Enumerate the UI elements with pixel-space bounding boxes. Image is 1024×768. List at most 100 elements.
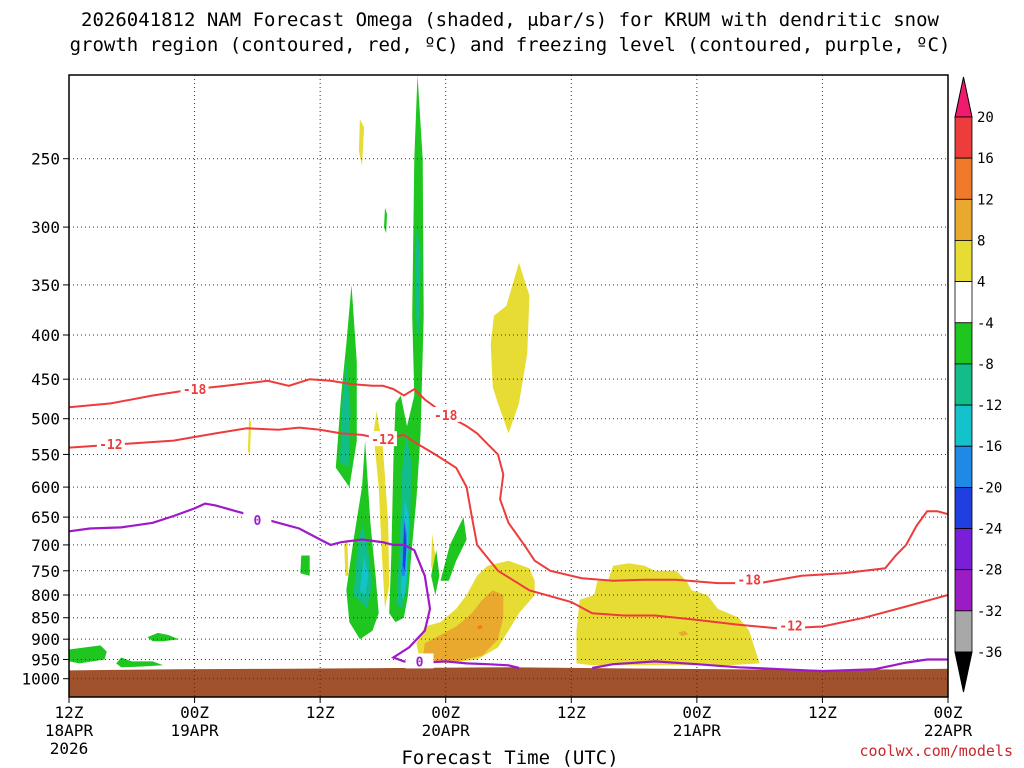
colorbar-label-4: 4: [977, 275, 985, 291]
terrain: [69, 667, 948, 697]
x-tick-label-bot-0: 2026: [50, 739, 89, 758]
x-tick-label-top-72: 12Z: [808, 703, 837, 722]
x-tick-label-top-84: 00Z: [934, 703, 963, 722]
x-tick-label-top-12: 00Z: [180, 703, 209, 722]
omega-region-21: [477, 624, 483, 630]
colorbar-segment-12: [954, 610, 973, 653]
label-minus18-2-bg: [735, 571, 764, 587]
omega-region-24: [300, 555, 310, 576]
x-tick-label-mid-84: 22APR: [924, 721, 973, 740]
omega-region-1: [340, 362, 351, 468]
omega-region-12: [344, 539, 349, 576]
omega-region-20: [678, 630, 689, 637]
colorbar-segment-9: [954, 486, 973, 529]
y-tick-label-800: 800: [31, 586, 60, 605]
y-tick-label-600: 600: [31, 478, 60, 497]
colorbar-top-arrow: [954, 76, 973, 118]
plot-frame: [68, 74, 949, 698]
y-tick-label-550: 550: [31, 445, 60, 464]
colorbar-label-8: -16: [977, 439, 1002, 455]
y-tick-label-650: 650: [31, 508, 60, 527]
terrain-fill: [69, 667, 948, 697]
colorbar-label-6: -8: [977, 357, 994, 373]
omega-region-23: [431, 550, 440, 595]
chart-title-line1: 2026041812 NAM Forecast Omega (shaded, μ…: [81, 9, 939, 31]
y-tick-label-500: 500: [31, 410, 60, 429]
colorbar-label-12: -32: [977, 604, 1002, 620]
x-axis-label: Forecast Time (UTC): [401, 747, 618, 768]
x-tick-label-top-36: 00Z: [431, 703, 460, 722]
label-minus12-1: -12: [371, 433, 394, 448]
y-tick-label-300: 300: [31, 218, 60, 237]
colorbar-segment-5: [954, 322, 973, 365]
y-tick-label-950: 950: [31, 650, 60, 669]
colorbar-label-7: -12: [977, 398, 1002, 414]
colorbar-label-3: 8: [977, 233, 985, 249]
x-tick-label-mid-12: 19APR: [170, 721, 219, 740]
label-minus18-0: -18: [183, 383, 207, 398]
colorbar-label-2: 12: [977, 192, 994, 208]
colorbar-segment-6: [954, 363, 973, 406]
y-tick-label-250: 250: [31, 150, 60, 169]
omega-region-28: [147, 632, 179, 642]
label-minus12-2-bg: [777, 617, 806, 633]
label-zero-1-bg: [405, 653, 434, 669]
x-tick-label-top-60: 00Z: [682, 703, 711, 722]
label-minus12-1-bg: [368, 431, 397, 447]
x-tick-label-mid-60: 21APR: [673, 721, 722, 740]
omega-region-27: [116, 657, 164, 668]
omega-region-5: [389, 75, 424, 623]
x-tick-label-top-0: 12Z: [55, 703, 84, 722]
colorbar-label-5: -4: [977, 316, 994, 332]
y-tick-label-400: 400: [31, 326, 60, 345]
colorbar-label-10: -24: [977, 522, 1002, 538]
label-minus18-2: -18: [737, 574, 761, 589]
y-tick-label-350: 350: [31, 276, 60, 295]
y-tick-label-900: 900: [31, 630, 60, 649]
chart-title-line2: growth region (contoured, red, ºC) and f…: [70, 34, 951, 56]
omega-shading: [69, 75, 760, 668]
omega-region-16: [490, 262, 530, 434]
omega-region-22: [440, 517, 467, 581]
omega-region-11: [373, 411, 390, 609]
colorbar-label-11: -28: [977, 563, 1002, 579]
colorbar: 20 16 12 8 4 -4 -8 -12 -16 -20 -24 -28 -32 -36: [954, 76, 1002, 693]
colorbar-segment-2: [954, 198, 973, 241]
freezing-level-line-2: [592, 658, 948, 673]
colorbar-segment-11: [954, 569, 973, 612]
label-zero-0-bg: [243, 511, 272, 527]
y-tick-label-750: 750: [31, 562, 60, 581]
colorbar-segment-10: [954, 528, 973, 571]
omega-region-7: [415, 227, 421, 345]
y-tick-label-1000: 1000: [21, 670, 60, 689]
colorbar-label-1: 16: [977, 151, 994, 167]
label-minus18-0-bg: [180, 381, 209, 397]
colorbar-segment-4: [954, 281, 973, 324]
colorbar-label-9: -20: [977, 480, 1002, 496]
x-tick-label-top-48: 12Z: [557, 703, 586, 722]
colorbar-label-13: -36: [977, 645, 1002, 661]
colorbar-segment-1: [954, 157, 973, 200]
y-tick-label-450: 450: [31, 370, 60, 389]
temperature-contours: -18 -18 -18 -12 -12 -12 0 0: [69, 378, 948, 673]
x-tick-label-top-24: 12Z: [306, 703, 335, 722]
isotherm-minus18-line: [69, 378, 948, 585]
isotherm-minus12-line: [69, 426, 948, 630]
omega-region-18: [422, 590, 504, 663]
colorbar-segment-0: [954, 116, 973, 159]
label-minus12-0-bg: [96, 436, 125, 452]
credit-text: coolwx.com/models: [859, 742, 1013, 760]
x-tick-label-mid-36: 20APR: [422, 721, 471, 740]
omega-region-26: [69, 645, 107, 664]
colorbar-segment-8: [954, 445, 973, 488]
omega-region-19: [576, 563, 760, 666]
omega-region-10: [402, 522, 407, 571]
omega-region-4: [359, 555, 369, 595]
omega-region-14: [358, 119, 365, 167]
colorbar-segment-7: [954, 404, 973, 447]
label-zero-1: 0: [416, 655, 424, 670]
x-tick-label-mid-0: 18APR: [45, 721, 94, 740]
colorbar-label-0: 20: [977, 110, 994, 126]
